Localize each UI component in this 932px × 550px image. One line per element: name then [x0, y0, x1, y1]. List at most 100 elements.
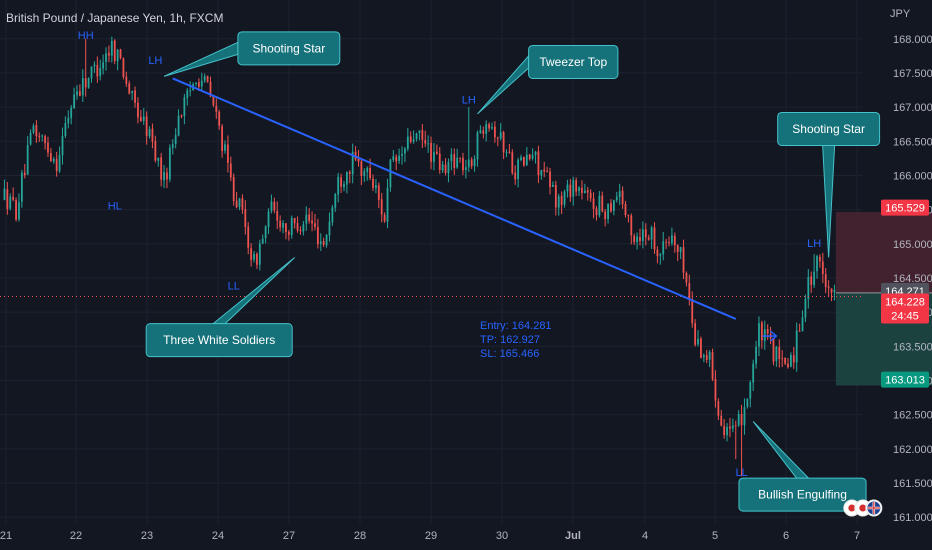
- candle-body: [412, 139, 415, 142]
- swing-label: LL: [228, 281, 240, 293]
- candle-body: [221, 126, 224, 152]
- candle-body: [398, 155, 401, 162]
- candle-body: [52, 158, 55, 162]
- candle-body: [583, 190, 586, 194]
- candle-body: [560, 195, 563, 205]
- candle-body: [195, 82, 197, 85]
- candle-body: [601, 195, 604, 212]
- candle-body: [47, 142, 49, 153]
- candle-body: [171, 144, 174, 149]
- callout-box[interactable]: [145, 323, 293, 358]
- callout-label: Tweezer Top: [539, 55, 607, 69]
- candle-body: [717, 401, 720, 416]
- stop-loss-tag: 165.529: [885, 203, 925, 215]
- candle-body: [404, 148, 406, 154]
- candle-body: [737, 413, 740, 426]
- candle-body: [9, 196, 12, 209]
- candle-body: [241, 198, 244, 210]
- candle-body: [131, 90, 134, 93]
- candle-body: [90, 66, 93, 79]
- candle-body: [108, 52, 110, 56]
- price-tick-label: 162.000: [893, 444, 932, 456]
- candle-body: [32, 125, 35, 133]
- trade-note-line: TP: 162.927: [480, 334, 540, 346]
- candle-body: [377, 185, 380, 200]
- candle-body: [659, 254, 662, 256]
- price-tick-label: 162.500: [893, 410, 932, 422]
- candle-body: [427, 143, 430, 145]
- time-axis[interactable]: 21 22 23 24 27 28 29 30 Jul 4 5 6 7: [0, 530, 860, 542]
- candle-body: [694, 323, 697, 345]
- callout-box[interactable]: [738, 477, 867, 512]
- candle-body: [148, 129, 151, 137]
- swing-label: LH: [807, 238, 821, 250]
- candle-body: [139, 116, 142, 122]
- candle-body: [523, 156, 525, 166]
- callout-box[interactable]: [777, 111, 881, 146]
- candle-body: [203, 76, 206, 81]
- uk-flag-event-icon[interactable]: [865, 499, 883, 517]
- candle-body: [290, 217, 293, 236]
- candle-body: [792, 355, 795, 363]
- candle-body: [511, 152, 514, 174]
- candle-body: [183, 97, 186, 117]
- candle-body: [125, 76, 128, 84]
- price-axis[interactable]: 168.000 167.500 167.000 166.500 166.000 165.5…: [881, 34, 932, 524]
- candle-body: [348, 172, 351, 174]
- candle-body: [729, 426, 731, 429]
- candle-body: [151, 128, 154, 142]
- candle-body: [229, 163, 232, 178]
- candle-body: [705, 355, 708, 361]
- candle-body: [285, 223, 287, 233]
- candle-body: [723, 425, 726, 436]
- candle-body: [287, 231, 290, 235]
- candle-body: [154, 141, 157, 161]
- economic-events[interactable]: [843, 499, 883, 517]
- time-tick-label: 23: [141, 530, 153, 542]
- candle-body: [604, 211, 607, 220]
- candle-body: [488, 124, 490, 129]
- candle-body: [319, 241, 322, 244]
- candle-body: [784, 357, 786, 364]
- candle-body: [279, 220, 282, 228]
- candle-body: [67, 117, 70, 124]
- candle-body: [331, 207, 334, 223]
- callout-box[interactable]: [237, 31, 341, 66]
- time-tick-label: 29: [425, 530, 437, 542]
- candle-body: [502, 132, 505, 153]
- candle-body: [61, 136, 64, 156]
- callout-box[interactable]: [528, 44, 619, 79]
- time-tick-label: 5: [712, 530, 718, 542]
- candle-body: [168, 147, 171, 180]
- candle-body: [38, 135, 41, 137]
- time-tick-label: Jul: [565, 530, 581, 542]
- candle-body: [253, 253, 255, 260]
- candle-body: [372, 178, 374, 188]
- candle-body: [189, 90, 192, 92]
- candle-body: [554, 184, 557, 208]
- candle-body: [482, 130, 485, 134]
- candle-body: [720, 415, 723, 426]
- candle-body: [824, 274, 827, 288]
- candle-body: [633, 235, 636, 243]
- candle-body: [676, 245, 679, 252]
- price-tick-label: 166.000: [893, 170, 932, 182]
- candle-body: [276, 210, 279, 221]
- candle-body: [531, 154, 534, 159]
- candle-body: [345, 172, 348, 185]
- candle-body: [343, 183, 345, 188]
- price-tick-label: 161.500: [893, 478, 932, 490]
- candle-body: [366, 167, 369, 172]
- callout-label: Shooting Star: [792, 122, 865, 136]
- candle-body: [467, 159, 470, 168]
- swing-label: HH: [78, 30, 94, 42]
- candle-body: [731, 425, 734, 429]
- candle-body: [470, 159, 473, 167]
- candle-body: [543, 169, 546, 172]
- candle-body: [714, 378, 717, 401]
- callout-label: Shooting Star: [252, 41, 325, 55]
- downtrend-line[interactable]: [172, 77, 737, 320]
- candle-body: [534, 151, 537, 155]
- candle-body: [476, 132, 479, 160]
